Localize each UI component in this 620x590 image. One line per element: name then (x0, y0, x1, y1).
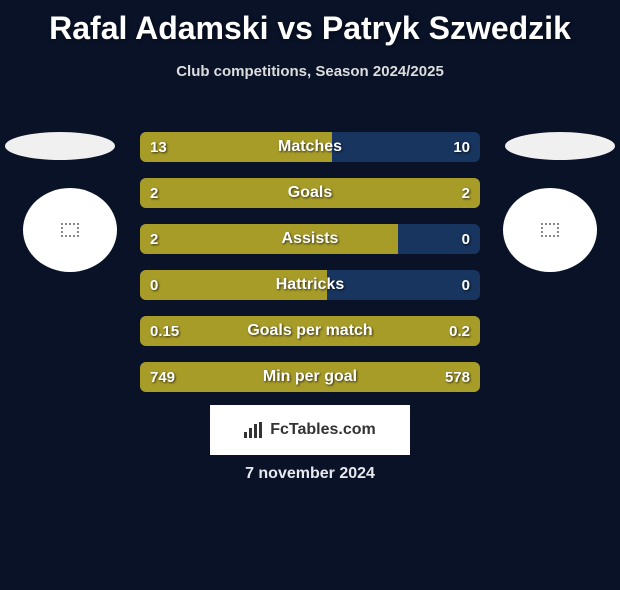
player-right-club-badge (503, 188, 597, 272)
stat-label: Hattricks (140, 270, 480, 300)
footer-date: 7 november 2024 (0, 465, 620, 483)
stat-row: 2Assists0 (140, 224, 480, 254)
placeholder-icon (61, 223, 79, 237)
stat-label: Assists (140, 224, 480, 254)
player-right-flag (505, 132, 615, 160)
stat-row: 13Matches10 (140, 132, 480, 162)
stat-value-right: 10 (443, 132, 480, 162)
stat-label: Goals per match (140, 316, 480, 346)
barchart-icon (244, 422, 264, 438)
stat-label: Matches (140, 132, 480, 162)
player-left-club-badge (23, 188, 117, 272)
fctables-logo: FcTables.com (210, 405, 410, 455)
comparison-title: Rafal Adamski vs Patryk Szwedzik (0, 10, 620, 47)
stat-label: Min per goal (140, 362, 480, 392)
stat-value-right: 0.2 (439, 316, 480, 346)
placeholder-icon (541, 223, 559, 237)
stat-value-right: 0 (452, 270, 480, 300)
stat-value-right: 0 (452, 224, 480, 254)
stat-row: 749Min per goal578 (140, 362, 480, 392)
stat-value-right: 578 (435, 362, 480, 392)
stat-label: Goals (140, 178, 480, 208)
logo-text: FcTables.com (270, 421, 376, 439)
stat-value-right: 2 (452, 178, 480, 208)
stat-row: 0Hattricks0 (140, 270, 480, 300)
comparison-subtitle: Club competitions, Season 2024/2025 (0, 63, 620, 80)
player-left-flag (5, 132, 115, 160)
stat-row: 0.15Goals per match0.2 (140, 316, 480, 346)
stat-row: 2Goals2 (140, 178, 480, 208)
stats-container: 13Matches102Goals22Assists00Hattricks00.… (140, 132, 480, 408)
